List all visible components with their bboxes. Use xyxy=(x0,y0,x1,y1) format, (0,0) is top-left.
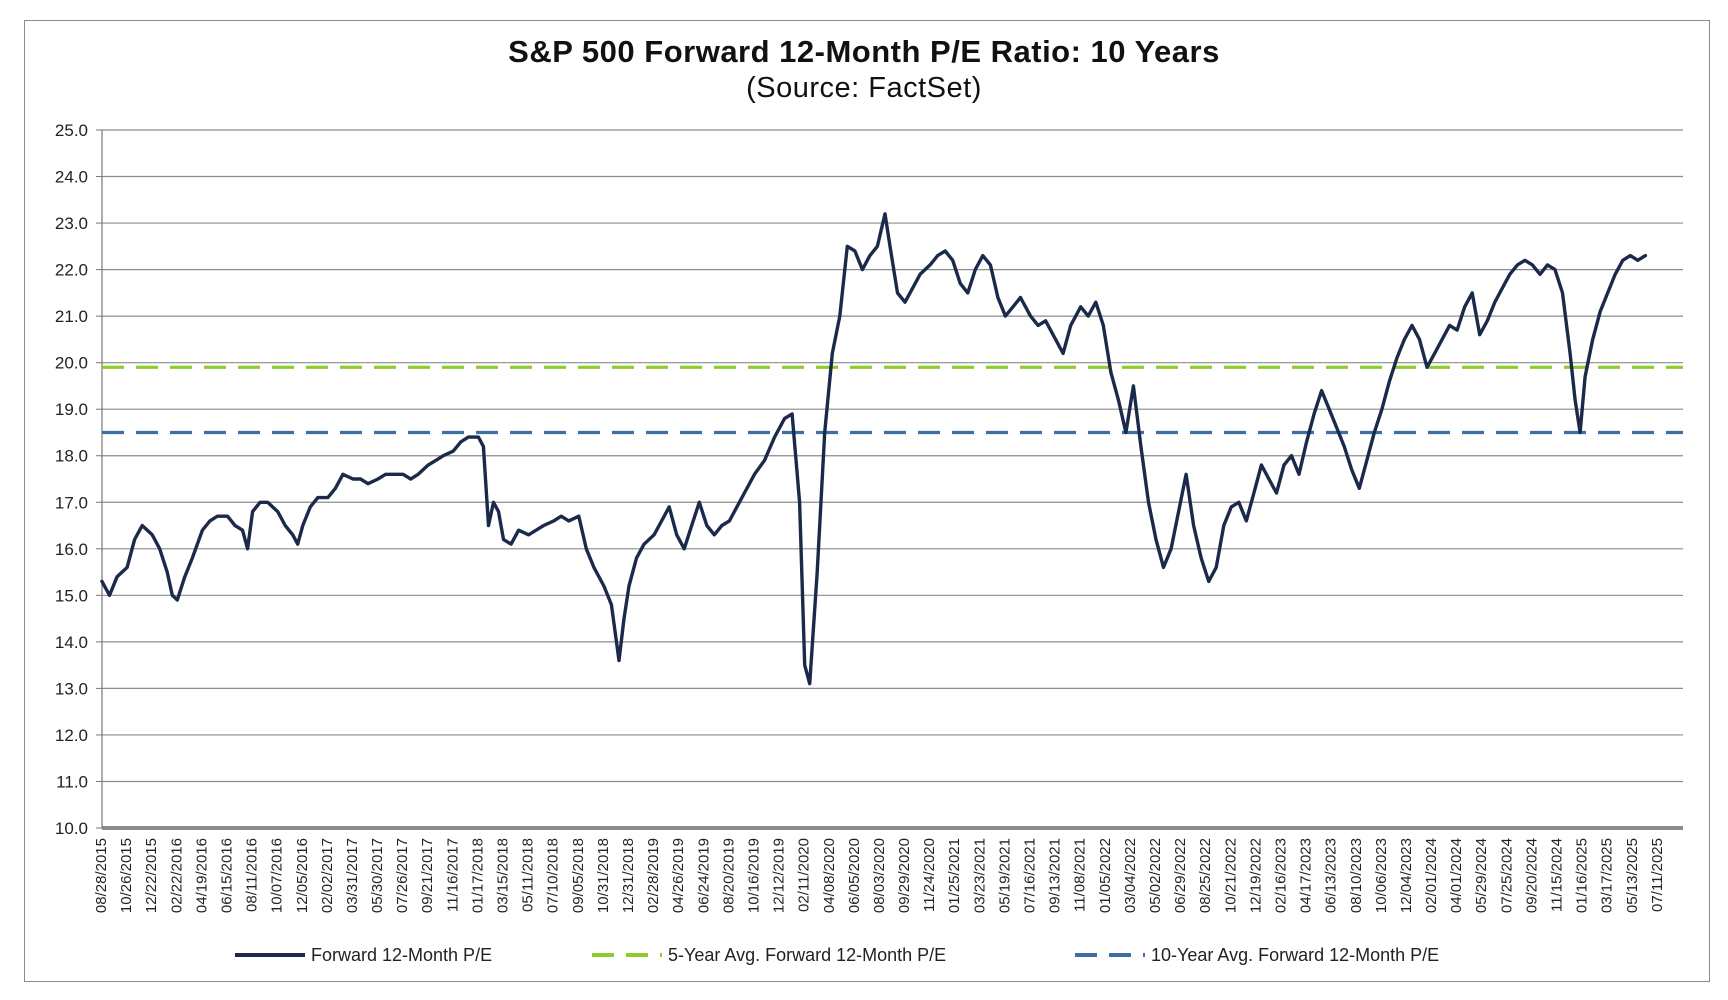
x-tick-label: 08/25/2022 xyxy=(1197,838,1214,913)
y-tick-label: 23.0 xyxy=(55,214,88,233)
x-tick-label: 10/07/2016 xyxy=(269,838,286,913)
x-tick-label: 03/17/2025 xyxy=(1599,838,1616,913)
legend-swatch-blue-dash xyxy=(1075,953,1145,957)
x-tick-label: 02/11/2020 xyxy=(796,838,813,912)
x-tick-label: 12/31/2018 xyxy=(620,838,637,913)
x-tick-label: 05/19/2021 xyxy=(996,838,1013,913)
x-tick-label: 11/24/2020 xyxy=(921,838,938,912)
x-tick-label: 11/15/2024 xyxy=(1549,838,1566,912)
x-tick-label: 09/29/2020 xyxy=(896,838,913,913)
x-tick-label: 07/16/2021 xyxy=(1022,838,1039,913)
legend-label-10yr-avg: 10-Year Avg. Forward 12-Month P/E xyxy=(1151,944,1440,965)
y-tick-label: 14.0 xyxy=(55,633,88,652)
x-tick-label: 09/21/2017 xyxy=(419,838,436,913)
y-tick-label: 16.0 xyxy=(55,540,88,559)
x-tick-label: 02/28/2019 xyxy=(645,838,662,913)
chart-legend: Forward 12-Month P/E 5-Year Avg. Forward… xyxy=(0,940,1728,970)
x-tick-label: 12/05/2016 xyxy=(294,838,311,913)
y-tick-label: 21.0 xyxy=(55,307,88,326)
x-tick-label: 08/03/2020 xyxy=(871,838,888,913)
x-tick-label: 03/04/2022 xyxy=(1122,838,1139,913)
x-tick-label: 08/20/2019 xyxy=(720,838,737,913)
legend-item-forward-pe: Forward 12-Month P/E xyxy=(235,940,492,970)
y-tick-label: 17.0 xyxy=(55,493,88,512)
legend-label-5yr-avg: 5-Year Avg. Forward 12-Month P/E xyxy=(668,944,947,965)
y-tick-label: 15.0 xyxy=(55,586,88,605)
y-tick-label: 11.0 xyxy=(56,772,88,791)
x-tick-label: 09/05/2018 xyxy=(570,838,587,913)
x-tick-label: 03/31/2017 xyxy=(344,838,361,913)
x-tick-label: 02/02/2017 xyxy=(319,838,336,913)
x-tick-label: 12/04/2023 xyxy=(1398,838,1415,913)
x-tick-label: 04/19/2016 xyxy=(193,838,210,913)
x-tick-label: 06/13/2023 xyxy=(1323,838,1340,913)
chart-frame xyxy=(24,20,1710,982)
x-tick-label: 05/29/2024 xyxy=(1473,838,1490,913)
x-tick-label: 04/08/2020 xyxy=(821,838,838,913)
x-tick-label: 02/16/2023 xyxy=(1272,838,1289,913)
x-tick-label: 11/08/2021 xyxy=(1072,838,1089,912)
y-tick-label: 25.0 xyxy=(55,121,88,140)
x-tick-label: 02/01/2024 xyxy=(1423,838,1440,913)
x-tick-label: 10/31/2018 xyxy=(595,838,612,913)
x-tick-label: 02/22/2016 xyxy=(168,838,185,913)
x-tick-label: 04/17/2023 xyxy=(1298,838,1315,913)
x-tick-label: 06/24/2019 xyxy=(695,838,712,913)
x-tick-label: 05/13/2025 xyxy=(1624,838,1641,913)
x-tick-label: 04/01/2024 xyxy=(1448,838,1465,913)
y-tick-label: 19.0 xyxy=(55,400,88,419)
x-tick-label: 04/26/2019 xyxy=(670,838,687,913)
x-tick-label: 07/26/2017 xyxy=(394,838,411,913)
y-tick-label: 22.0 xyxy=(55,261,88,280)
y-tick-label: 10.0 xyxy=(55,819,88,838)
x-tick-label: 12/19/2022 xyxy=(1247,838,1264,913)
x-tick-label: 08/28/2015 xyxy=(93,838,110,913)
x-tick-label: 05/11/2018 xyxy=(520,838,537,912)
legend-swatch-green-dash xyxy=(592,953,662,957)
x-tick-label: 06/05/2020 xyxy=(846,838,863,913)
y-tick-label: 20.0 xyxy=(55,354,88,373)
x-tick-label: 07/10/2018 xyxy=(545,838,562,913)
x-tick-label: 01/25/2021 xyxy=(946,838,963,913)
x-tick-label: 07/11/2025 xyxy=(1649,838,1666,912)
x-tick-label: 03/23/2021 xyxy=(971,838,988,913)
x-tick-label: 10/21/2022 xyxy=(1222,838,1239,913)
chart-subtitle: (Source: FactSet) xyxy=(746,72,982,104)
legend-label-forward-pe: Forward 12-Month P/E xyxy=(311,944,493,965)
x-tick-label: 05/02/2022 xyxy=(1147,838,1164,913)
x-tick-label: 10/26/2015 xyxy=(118,838,135,913)
x-tick-label: 03/15/2018 xyxy=(495,838,512,913)
x-tick-label: 01/16/2025 xyxy=(1574,838,1591,913)
x-tick-label: 12/22/2015 xyxy=(143,838,160,913)
x-tick-label: 10/16/2019 xyxy=(745,838,762,913)
legend-item-10yr-avg: 10-Year Avg. Forward 12-Month P/E xyxy=(1075,940,1439,970)
x-tick-label: 06/15/2016 xyxy=(218,838,235,913)
legend-swatch-solid xyxy=(235,953,305,957)
chart-title: S&P 500 Forward 12-Month P/E Ratio: 10 Y… xyxy=(508,34,1220,69)
forward-pe-series-line xyxy=(100,212,1648,686)
x-tick-label: 09/13/2021 xyxy=(1047,838,1064,913)
x-tick-label: 01/17/2018 xyxy=(469,838,486,913)
y-tick-label: 24.0 xyxy=(55,168,88,187)
x-tick-label: 01/05/2022 xyxy=(1097,838,1114,913)
x-tick-label: 06/29/2022 xyxy=(1172,838,1189,913)
x-tick-label: 10/06/2023 xyxy=(1373,838,1390,913)
x-tick-label: 11/16/2017 xyxy=(444,838,461,912)
y-tick-label: 13.0 xyxy=(55,679,88,698)
legend-item-5yr-avg: 5-Year Avg. Forward 12-Month P/E xyxy=(592,940,946,970)
x-tick-label: 07/25/2024 xyxy=(1498,838,1515,913)
y-tick-label: 18.0 xyxy=(55,447,88,466)
x-tick-label: 12/12/2019 xyxy=(771,838,788,913)
x-tick-label: 08/11/2016 xyxy=(244,838,261,912)
x-tick-label: 05/30/2017 xyxy=(369,838,386,913)
y-tick-label: 12.0 xyxy=(55,726,88,745)
x-tick-label: 09/20/2024 xyxy=(1523,838,1540,913)
x-tick-label: 08/10/2023 xyxy=(1348,838,1365,913)
